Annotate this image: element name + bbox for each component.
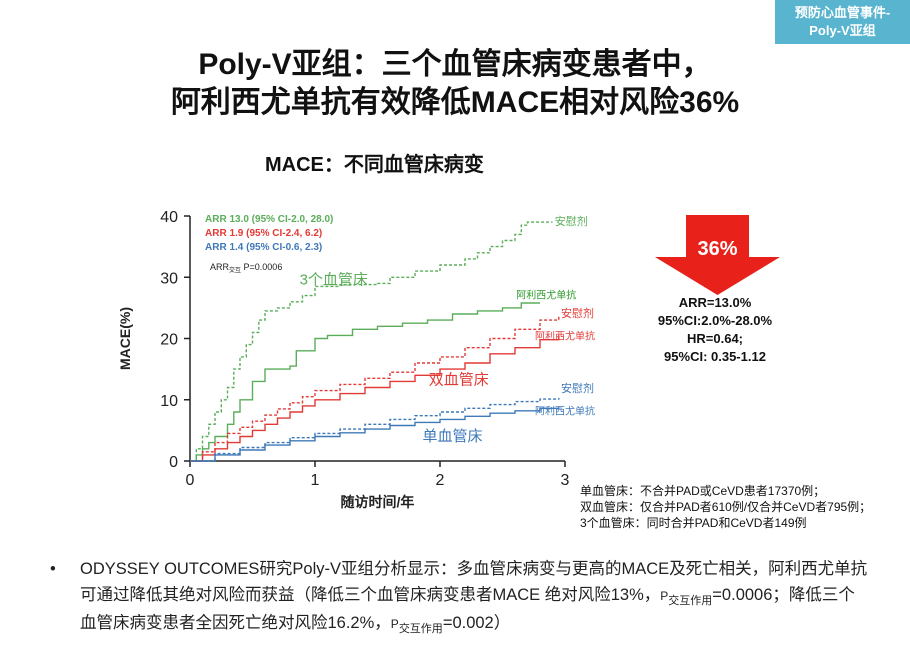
y-tick-label: 0 [169, 454, 178, 471]
y-tick-label: 40 [160, 209, 178, 226]
series-label: 阿利西尤单抗 [535, 330, 595, 343]
series-line [190, 302, 540, 462]
section-tag-line2: Poly-V亚组 [809, 23, 876, 38]
interaction-note: ARR交互 P=0.0006 [210, 262, 282, 274]
reduction-arrow: 36% [655, 215, 780, 295]
y-tick-label: 10 [160, 393, 178, 410]
group-label: 单血管床 [422, 428, 482, 445]
stat-hr: HR=0.64; [687, 331, 743, 346]
chart-title: MACE：不同血管床病变 [265, 154, 484, 176]
x-tick-label: 0 [186, 472, 195, 489]
p-value-letter-1: P [660, 589, 669, 603]
slide-title-line2: 阿利西尤单抗有效降低MACE相对风险36% [170, 86, 740, 119]
x-tick-label: 1 [311, 472, 320, 489]
reduction-percent: 36% [697, 238, 738, 260]
stats-box: ARR=13.0% 95%CI:2.0%-28.0% HR=0.64; 95%C… [635, 294, 795, 366]
slide-title-line1: Poly-V亚组：三个血管床病变患者中， [198, 48, 712, 81]
summary-part3: =0.002） [442, 614, 511, 632]
summary-part1: ODYSSEY OUTCOMES研究Poly-V亚组分析显示：多血管床病变与更高… [80, 560, 868, 604]
y-tick-label: 20 [160, 332, 178, 349]
series-label: 安慰剂 [561, 381, 594, 395]
stat-hr-ci: 95%CI: 0.35-1.12 [664, 349, 766, 364]
group-label: 双血管床 [429, 371, 489, 388]
arr-annotation: ARR 1.9 (95% CI-2.4, 6.2) [205, 228, 322, 239]
group-label: 3个血管床 [300, 272, 368, 289]
series-line [190, 315, 560, 462]
footnote-single: 单血管床：不合并PAD或CeVD患者17370例； [580, 484, 826, 498]
p-value-sub-2: 交互作用 [398, 623, 443, 635]
slide-title: Poly-V亚组：三个血管床病变患者中， 阿利西尤单抗有效降低MACE相对风险3… [0, 46, 910, 122]
series-line [190, 221, 553, 462]
x-tick-label: 3 [561, 472, 570, 489]
x-axis-label: 随访时间/年 [341, 494, 415, 510]
x-tick-label: 2 [436, 472, 445, 489]
p-value-letter-2: P [390, 617, 399, 631]
y-axis-label: MACE(%) [117, 307, 133, 370]
p-value-sub-1: 交互作用 [668, 595, 713, 607]
bullet-marker: • [50, 560, 56, 578]
series-label: 安慰剂 [555, 214, 588, 228]
y-tick-label: 30 [160, 270, 178, 287]
stat-arr: ARR=13.0% [678, 295, 752, 310]
footnote-triple: 3个血管床：同时合并PAD和CeVD者149例 [580, 516, 807, 530]
summary-bullet: • ODYSSEY OUTCOMES研究Poly-V亚组分析显示：多血管床病变与… [50, 556, 870, 638]
series-line [190, 397, 560, 462]
section-tag-line1: 预防心血管事件- [794, 5, 891, 20]
summary-part2: =0.0006；降低三个血管床病变患者全因死亡绝对风险16.2%， [80, 586, 855, 632]
summary-text: ODYSSEY OUTCOMES研究Poly-V亚组分析显示：多血管床病变与更高… [80, 556, 870, 638]
series-line [190, 335, 560, 462]
down-arrow-icon [655, 215, 780, 295]
series-label: 阿利西尤单抗 [535, 404, 595, 417]
section-tag: 预防心血管事件- Poly-V亚组 [775, 0, 910, 44]
series-label: 阿利西尤单抗 [516, 289, 576, 302]
series-line [190, 407, 560, 462]
footnote-double: 双血管床：仅合并PAD者610例/仅合并CeVD者795例； [580, 500, 872, 514]
arr-annotation: ARR 1.4 (95% CI-0.6, 2.3) [205, 242, 322, 253]
group-definitions: 单血管床：不合并PAD或CeVD患者17370例； 双血管床：仅合并PAD者61… [580, 483, 871, 531]
stat-arr-ci: 95%CI:2.0%-28.0% [657, 313, 773, 328]
arr-annotation: ARR 13.0 (95% CI-2.0, 28.0) [205, 214, 333, 225]
series-label: 安慰剂 [561, 306, 594, 320]
